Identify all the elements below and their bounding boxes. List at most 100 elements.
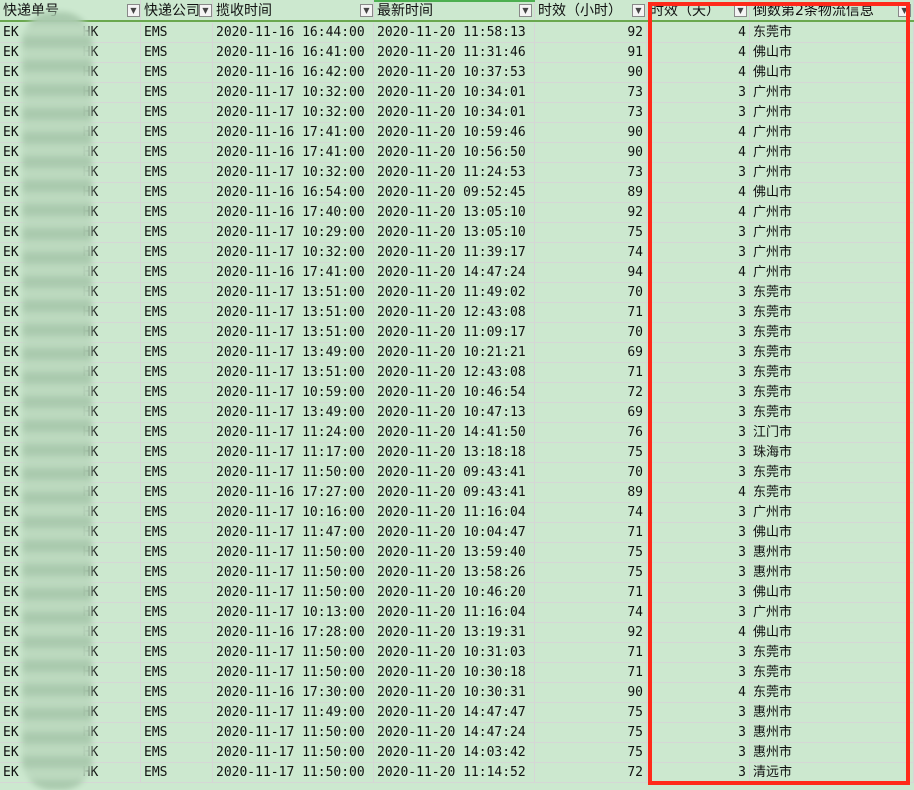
cell-pickup-time[interactable]: 2020-11-17 11:50:00 <box>213 543 374 563</box>
cell-latest-time[interactable]: 2020-11-20 13:05:10 <box>374 223 535 243</box>
cell-second-last-logistics[interactable]: 佛山市 <box>750 583 914 603</box>
cell-hours[interactable]: 70 <box>535 323 647 343</box>
cell-days[interactable]: 4 <box>647 143 750 163</box>
cell-days[interactable]: 4 <box>647 183 750 203</box>
cell-hours[interactable]: 73 <box>535 83 647 103</box>
cell-pickup-time[interactable]: 2020-11-16 16:44:00 <box>213 23 374 43</box>
filter-dropdown-icon[interactable]: ▼ <box>360 4 373 17</box>
cell-second-last-logistics[interactable]: 东莞市 <box>750 643 914 663</box>
cell-courier[interactable]: EMS <box>141 583 213 603</box>
header-days[interactable]: 时效（天） ▼ <box>647 0 750 20</box>
cell-days[interactable]: 3 <box>647 463 750 483</box>
cell-courier[interactable]: EMS <box>141 263 213 283</box>
cell-latest-time[interactable]: 2020-11-20 13:58:26 <box>374 563 535 583</box>
cell-latest-time[interactable]: 2020-11-20 12:43:08 <box>374 363 535 383</box>
filter-dropdown-icon[interactable]: ▼ <box>199 4 212 17</box>
cell-second-last-logistics[interactable]: 佛山市 <box>750 523 914 543</box>
cell-latest-time[interactable]: 2020-11-20 13:18:18 <box>374 443 535 463</box>
cell-courier[interactable]: EMS <box>141 623 213 643</box>
cell-pickup-time[interactable]: 2020-11-16 16:42:00 <box>213 63 374 83</box>
cell-hours[interactable]: 94 <box>535 263 647 283</box>
cell-pickup-time[interactable]: 2020-11-17 10:13:00 <box>213 603 374 623</box>
cell-second-last-logistics[interactable]: 东莞市 <box>750 403 914 423</box>
cell-second-last-logistics[interactable]: 东莞市 <box>750 483 914 503</box>
cell-second-last-logistics[interactable]: 东莞市 <box>750 323 914 343</box>
cell-latest-time[interactable]: 2020-11-20 14:47:24 <box>374 263 535 283</box>
cell-days[interactable]: 3 <box>647 543 750 563</box>
cell-courier[interactable]: EMS <box>141 523 213 543</box>
cell-courier[interactable]: EMS <box>141 283 213 303</box>
cell-courier[interactable]: EMS <box>141 203 213 223</box>
cell-second-last-logistics[interactable]: 广州市 <box>750 503 914 523</box>
cell-pickup-time[interactable]: 2020-11-16 17:28:00 <box>213 623 374 643</box>
cell-courier[interactable]: EMS <box>141 323 213 343</box>
cell-second-last-logistics[interactable]: 惠州市 <box>750 743 914 763</box>
cell-hours[interactable]: 71 <box>535 523 647 543</box>
cell-courier[interactable]: EMS <box>141 403 213 423</box>
cell-hours[interactable]: 72 <box>535 763 647 783</box>
cell-second-last-logistics[interactable]: 广州市 <box>750 223 914 243</box>
cell-pickup-time[interactable]: 2020-11-17 11:50:00 <box>213 563 374 583</box>
cell-courier[interactable]: EMS <box>141 683 213 703</box>
cell-courier[interactable]: EMS <box>141 223 213 243</box>
cell-latest-time[interactable]: 2020-11-20 10:31:03 <box>374 643 535 663</box>
cell-days[interactable]: 3 <box>647 703 750 723</box>
cell-hours[interactable]: 73 <box>535 163 647 183</box>
cell-latest-time[interactable]: 2020-11-20 11:58:13 <box>374 23 535 43</box>
cell-hours[interactable]: 72 <box>535 383 647 403</box>
cell-days[interactable]: 3 <box>647 83 750 103</box>
cell-latest-time[interactable]: 2020-11-20 11:31:46 <box>374 43 535 63</box>
cell-pickup-time[interactable]: 2020-11-17 10:59:00 <box>213 383 374 403</box>
cell-days[interactable]: 4 <box>647 43 750 63</box>
cell-days[interactable]: 3 <box>647 523 750 543</box>
cell-hours[interactable]: 90 <box>535 63 647 83</box>
cell-pickup-time[interactable]: 2020-11-16 17:27:00 <box>213 483 374 503</box>
cell-second-last-logistics[interactable]: 惠州市 <box>750 723 914 743</box>
cell-courier[interactable]: EMS <box>141 743 213 763</box>
filter-active-icon[interactable]: ▼ <box>898 4 911 17</box>
cell-pickup-time[interactable]: 2020-11-17 10:32:00 <box>213 243 374 263</box>
cell-latest-time[interactable]: 2020-11-20 12:43:08 <box>374 303 535 323</box>
cell-hours[interactable]: 74 <box>535 603 647 623</box>
cell-days[interactable]: 3 <box>647 763 750 783</box>
cell-latest-time[interactable]: 2020-11-20 13:19:31 <box>374 623 535 643</box>
cell-pickup-time[interactable]: 2020-11-16 17:41:00 <box>213 123 374 143</box>
cell-pickup-time[interactable]: 2020-11-17 10:32:00 <box>213 83 374 103</box>
cell-second-last-logistics[interactable]: 广州市 <box>750 243 914 263</box>
cell-pickup-time[interactable]: 2020-11-17 11:50:00 <box>213 763 374 783</box>
cell-days[interactable]: 3 <box>647 243 750 263</box>
cell-hours[interactable]: 71 <box>535 643 647 663</box>
cell-latest-time[interactable]: 2020-11-20 10:47:13 <box>374 403 535 423</box>
cell-second-last-logistics[interactable]: 广州市 <box>750 163 914 183</box>
cell-latest-time[interactable]: 2020-11-20 09:52:45 <box>374 183 535 203</box>
cell-second-last-logistics[interactable]: 广州市 <box>750 203 914 223</box>
cell-days[interactable]: 4 <box>647 123 750 143</box>
cell-second-last-logistics[interactable]: 惠州市 <box>750 563 914 583</box>
cell-days[interactable]: 3 <box>647 103 750 123</box>
cell-pickup-time[interactable]: 2020-11-17 11:50:00 <box>213 643 374 663</box>
cell-second-last-logistics[interactable]: 广州市 <box>750 263 914 283</box>
cell-hours[interactable]: 75 <box>535 703 647 723</box>
cell-latest-time[interactable]: 2020-11-20 10:30:31 <box>374 683 535 703</box>
cell-second-last-logistics[interactable]: 东莞市 <box>750 363 914 383</box>
cell-courier[interactable]: EMS <box>141 643 213 663</box>
cell-courier[interactable]: EMS <box>141 43 213 63</box>
cell-hours[interactable]: 69 <box>535 343 647 363</box>
cell-hours[interactable]: 91 <box>535 43 647 63</box>
cell-courier[interactable]: EMS <box>141 763 213 783</box>
cell-pickup-time[interactable]: 2020-11-17 10:32:00 <box>213 103 374 123</box>
cell-courier[interactable]: EMS <box>141 63 213 83</box>
cell-hours[interactable]: 74 <box>535 503 647 523</box>
cell-pickup-time[interactable]: 2020-11-17 11:50:00 <box>213 663 374 683</box>
cell-pickup-time[interactable]: 2020-11-17 11:24:00 <box>213 423 374 443</box>
cell-second-last-logistics[interactable]: 东莞市 <box>750 343 914 363</box>
cell-hours[interactable]: 71 <box>535 583 647 603</box>
cell-latest-time[interactable]: 2020-11-20 10:46:20 <box>374 583 535 603</box>
header-second-last-logistics[interactable]: 倒数第2条物流信息 ▼ <box>750 0 914 20</box>
cell-latest-time[interactable]: 2020-11-20 10:46:54 <box>374 383 535 403</box>
cell-hours[interactable]: 92 <box>535 203 647 223</box>
cell-hours[interactable]: 89 <box>535 483 647 503</box>
cell-latest-time[interactable]: 2020-11-20 11:09:17 <box>374 323 535 343</box>
cell-days[interactable]: 4 <box>647 623 750 643</box>
cell-pickup-time[interactable]: 2020-11-17 11:47:00 <box>213 523 374 543</box>
